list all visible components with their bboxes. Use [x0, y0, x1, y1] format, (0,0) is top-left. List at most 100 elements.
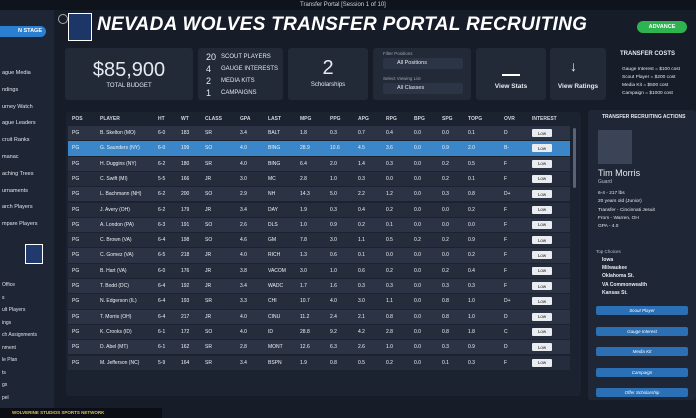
action-button[interactable]: Offer Scholarship	[596, 388, 688, 397]
choice: Milwaukee	[602, 265, 628, 272]
cell: 0.0	[414, 252, 421, 259]
interest-badge[interactable]: Low	[532, 144, 552, 153]
interest-badge[interactable]: Low	[532, 358, 552, 367]
interest-badge[interactable]: Low	[532, 266, 552, 275]
sidebar-item[interactable]: ch Assignments	[2, 332, 38, 338]
interest-badge[interactable]: Low	[532, 297, 552, 306]
cell: 4.0	[240, 145, 247, 152]
cell: 0.9	[468, 344, 475, 351]
cell: 6-4	[158, 313, 166, 320]
cell: 4.0	[240, 313, 247, 320]
sidebar-item[interactable]: urney Watch	[2, 103, 33, 110]
cell: PG	[72, 175, 80, 182]
table-row[interactable]: PG J. Avery (OH) 6-2 179 JR 3.4 DAY 1.9 0.3 0.4 0.…	[68, 202, 570, 217]
choice: VA Commonwealth	[602, 281, 648, 288]
interest-badge[interactable]: Low	[532, 327, 552, 336]
cell: 2.4	[330, 313, 337, 320]
cell: 0.0	[442, 130, 449, 136]
filter-dropdown[interactable]: All Classes	[383, 83, 463, 94]
interest-value: Low	[537, 207, 547, 212]
sidebar-item[interactable]: cruit Ranks	[2, 137, 30, 144]
cell: 6-4	[158, 283, 166, 289]
cell: 1.8	[468, 328, 475, 335]
interest-badge[interactable]: Low	[532, 251, 552, 260]
advance-button[interactable]: ADVANCE	[637, 21, 687, 33]
table-row[interactable]: PG N. Edgerson (IL) 6-4 193 SR 3.3 CHI 10.7 4.0 3…	[68, 294, 570, 309]
view-stats-button[interactable]: View Stats	[476, 48, 546, 100]
sidebar-item[interactable]: arch Players	[2, 204, 33, 211]
interest-badge[interactable]: Low	[532, 220, 552, 229]
table-row[interactable]: PG H. Duggins (NY) 6-2 180 SR 4.0 BING 6.4 2.0 1.…	[68, 156, 570, 171]
cell: 0.0	[414, 221, 421, 228]
sidebar-item[interactable]: Office	[2, 282, 15, 288]
sidebar-item[interactable]: mpare Players	[2, 221, 38, 228]
sidebar-item[interactable]: urnaments	[2, 187, 28, 194]
sidebar-item[interactable]: manac	[2, 154, 19, 160]
table-row[interactable]: PG K. Crooks (ID) 6-1 172 SO 4.0 ID 28.8 9.2 4.2 2…	[68, 324, 570, 340]
sidebar-item[interactable]: s	[2, 294, 5, 301]
action-button[interactable]: Campaign	[596, 367, 688, 377]
sidebar	[0, 10, 54, 418]
cell: A. London (PA)	[100, 221, 134, 228]
interest-badge[interactable]: Low	[532, 174, 552, 183]
cell: 2.1	[358, 313, 365, 320]
cell: CHI	[268, 298, 277, 305]
sidebar-item[interactable]: ague Media	[2, 70, 31, 76]
cell: 0.8	[330, 359, 337, 366]
sidebar-item[interactable]: pel	[2, 394, 9, 401]
cell: 10.7	[300, 298, 310, 305]
interest-badge[interactable]: Low	[532, 282, 552, 290]
table-row[interactable]: PG C. Swift (MI) 5-5 166 JR 3.0 MC 2.8 1.0 0.3 0.0…	[68, 171, 570, 187]
stage-button[interactable]: N STAGE	[0, 26, 46, 37]
interest-badge[interactable]: Low	[532, 159, 552, 168]
cell: 192	[181, 283, 190, 289]
stats-icon	[502, 60, 520, 76]
cell: B-	[504, 145, 509, 152]
table-row[interactable]: PG C. Gomez (VA) 6-5 218 JR 4.0 RICH 1.3 0.6 0.1 0…	[68, 248, 570, 263]
cell: F	[504, 267, 508, 274]
interest-badge[interactable]: Low	[532, 236, 552, 245]
sidebar-item[interactable]: ague Leaders	[2, 120, 36, 127]
interest-badge[interactable]: Low	[532, 343, 552, 352]
cell: 0.3	[442, 283, 449, 289]
table-row[interactable]: PG T. Bodd (DC) 6-4 192 JR 3.4 WADC 1.7 1.6 0.3 0.…	[68, 279, 570, 294]
interest-badge[interactable]: Low	[532, 190, 552, 199]
action-button[interactable]: Media Kit	[596, 347, 688, 356]
action-button[interactable]: Gauge Interest	[596, 326, 688, 336]
sidebar-item[interactable]: aching Trees	[2, 170, 34, 177]
cell: C	[504, 328, 508, 335]
cell: BING	[268, 145, 281, 152]
column-header: LAST	[268, 116, 282, 122]
interest-badge[interactable]: Low	[532, 312, 552, 321]
table-row[interactable]: PG T. Morris (OH) 6-4 217 JR 4.0 CINU 11.2 2.4 2.…	[68, 309, 570, 324]
cell: F	[504, 359, 508, 366]
sidebar-item[interactable]: ult Players	[2, 307, 26, 313]
table-row[interactable]: PG D. Abel (MT) 6-1 162 SR 2.8 MONT 12.6 6.3 2.6 1…	[68, 340, 570, 355]
sidebar-item[interactable]: gs	[2, 382, 8, 388]
sidebar-item[interactable]: le Plan	[2, 357, 18, 363]
view-ratings-label: View Ratings	[557, 83, 599, 90]
action-button[interactable]: Scout Player	[596, 306, 688, 315]
table-row[interactable]: PG G. Saunders (NY) 6-0 199 SO 4.0 BING 28.9 10.…	[68, 141, 570, 156]
cell: F	[504, 237, 508, 244]
interest-value: Low	[537, 222, 547, 228]
table-row[interactable]: PG B. Hart (VA) 6-0 176 JR 3.8 VACOM 3.0 1.0 0.6 0…	[68, 263, 570, 278]
view-ratings-button[interactable]: ↓ View Ratings	[550, 48, 606, 100]
table-row[interactable]: PG L. Bachmann (NH) 6-2 200 SO 2.9 NH 14.3 5.0 2.…	[68, 187, 570, 202]
sidebar-item[interactable]: nment	[2, 344, 16, 351]
cell: 0.7	[358, 130, 365, 136]
sidebar-item[interactable]: ts	[2, 369, 6, 376]
cell: ID	[268, 328, 273, 335]
sidebar-item[interactable]: ndings	[2, 86, 19, 93]
table-row[interactable]: PG C. Brown (VA) 6-4 198 SO 4.6 GM 7.8 3.0 1.1 0.5…	[68, 233, 570, 248]
table-row[interactable]: PG A. London (PA) 6-3 191 SO 2.6 DLS 1.0 0.9 0.2 0…	[68, 217, 570, 233]
filter-dropdown[interactable]: All Positions	[383, 58, 463, 69]
sidebar-item[interactable]: ings	[2, 319, 12, 326]
table-row[interactable]: PG M. Jefferson (NC) 5-9 164 SR 3.4 BSPN 1.9 0.8…	[68, 355, 570, 370]
interest-badge[interactable]: Low	[532, 205, 552, 214]
cell: T. Morris (OH)	[100, 313, 132, 320]
interest-value: Low	[537, 298, 547, 304]
table-row[interactable]: PG B. Skelton (MO) 6-0 183 SR 3.4 BALT 1.8 0.3 0.…	[68, 126, 570, 141]
interest-badge[interactable]: Low	[532, 129, 552, 137]
back-button[interactable]	[58, 14, 68, 24]
